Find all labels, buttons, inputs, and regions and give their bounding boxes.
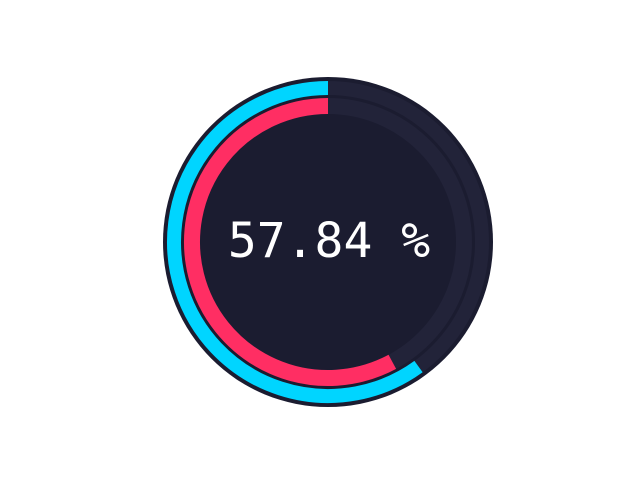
outer-progress-arc — [167, 81, 423, 403]
gauge-face — [163, 77, 493, 407]
percentage-unit: % — [401, 213, 431, 269]
inner-progress-arc — [184, 98, 397, 386]
percentage-value: 57.84 — [227, 213, 373, 269]
percentage-readout: 57.84 % — [164, 214, 494, 268]
